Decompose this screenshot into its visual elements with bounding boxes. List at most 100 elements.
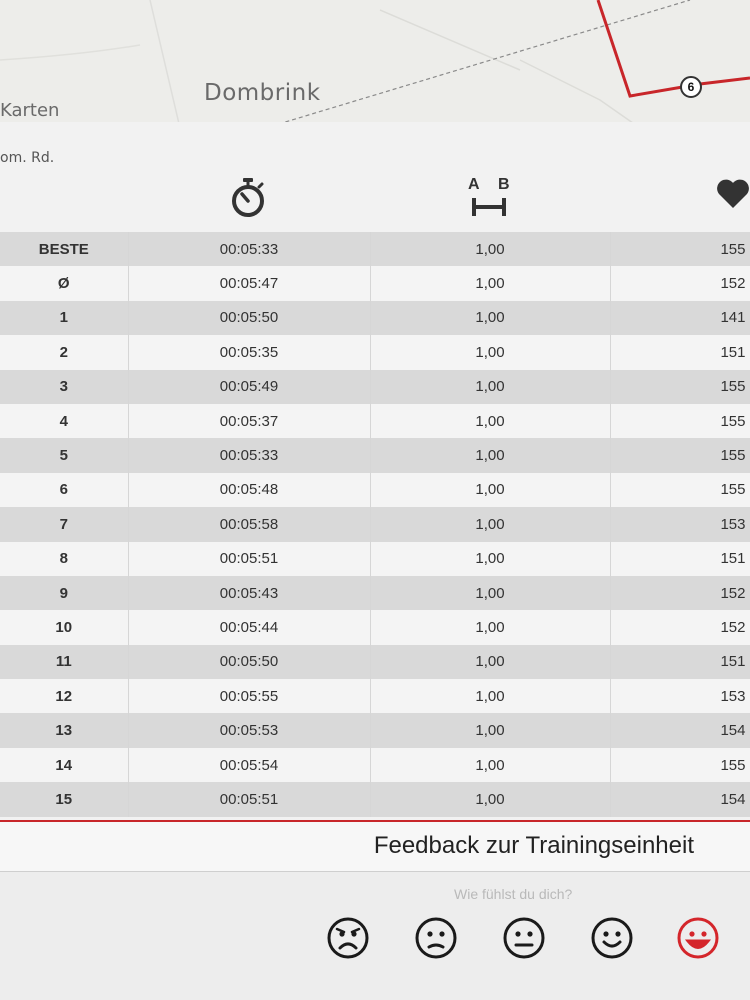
lap-distance: 1,00	[370, 369, 611, 404]
lap-distance: 1,00	[370, 679, 611, 714]
lap-distance: 1,00	[370, 782, 611, 817]
lap-time: 00:05:50	[128, 644, 371, 680]
mood-selector	[326, 916, 746, 966]
lap-distance: 1,00	[370, 541, 611, 576]
lap-heart-rate: 155	[610, 403, 750, 439]
table-row: 8 00:05:51 1,00 151	[0, 541, 750, 576]
lap-time: 00:05:53	[128, 713, 371, 748]
lap-time: 00:05:35	[128, 335, 371, 370]
route-marker[interactable]: 6	[680, 76, 702, 98]
lap-heart-rate: 155	[610, 369, 750, 404]
lap-distance: 1,00	[370, 644, 611, 680]
lap-time: 00:05:58	[128, 507, 371, 542]
feedback-area: Wie fühlst du dich?	[0, 872, 750, 1000]
table-row: 1 00:05:50 1,00 141	[0, 300, 750, 336]
lap-heart-rate: 151	[610, 644, 750, 680]
table-row: 11 00:05:50 1,00 151	[0, 644, 750, 680]
table-row: 7 00:05:58 1,00 153	[0, 507, 750, 542]
lap-heart-rate: 155	[610, 472, 750, 508]
lap-distance: 1,00	[370, 335, 611, 370]
table-row: 2 00:05:35 1,00 151	[0, 335, 750, 370]
map-label-karten: Karten	[0, 100, 60, 121]
feedback-header: Feedback zur Trainingseinheit	[0, 822, 750, 872]
lap-distance: 1,00	[370, 266, 611, 301]
lap-distance: 1,00	[370, 438, 611, 473]
happy-face-icon[interactable]	[590, 916, 634, 960]
lap-label: 14	[0, 747, 129, 783]
map-label-road: om. Rd.	[0, 150, 55, 166]
table-row: 13 00:05:53 1,00 154	[0, 713, 750, 748]
table-row: 4 00:05:37 1,00 155	[0, 403, 750, 439]
lap-label: 3	[0, 369, 129, 404]
lap-table: BESTE 00:05:33 1,00 155 Ø 00:05:47 1,00 152 1 00:…	[0, 232, 750, 817]
lap-heart-rate: 153	[610, 679, 750, 714]
lap-distance: 1,00	[370, 747, 611, 783]
lap-distance: 1,00	[370, 472, 611, 508]
lap-distance: 1,00	[370, 232, 611, 267]
lap-label: 15	[0, 782, 129, 817]
lap-time: 00:05:33	[128, 232, 371, 267]
very-happy-face-icon[interactable]	[676, 916, 720, 960]
lap-label: 2	[0, 335, 129, 370]
lap-label: 5	[0, 438, 129, 473]
lap-label: 10	[0, 610, 129, 645]
map-label-dombrink: Dombrink	[204, 80, 321, 106]
lap-label: Ø	[0, 266, 129, 301]
lap-heart-rate: 154	[610, 713, 750, 748]
feedback-title: Feedback zur Trainingseinheit	[373, 832, 694, 859]
lap-heart-rate: 153	[610, 507, 750, 542]
lap-heart-rate: 155	[610, 438, 750, 473]
lap-label: 12	[0, 679, 129, 714]
feedback-question: Wie fühlst du dich?	[454, 886, 573, 902]
lap-label: 9	[0, 575, 129, 611]
lap-heart-rate: 141	[610, 300, 750, 336]
lap-time: 00:05:49	[128, 369, 371, 404]
map-roads	[0, 0, 750, 128]
very-sad-face-icon[interactable]	[326, 916, 370, 960]
lap-time: 00:05:50	[128, 300, 371, 336]
lap-label: 7	[0, 507, 129, 542]
lap-label: 8	[0, 541, 129, 576]
lap-label: 1	[0, 300, 129, 336]
divider-red	[0, 820, 750, 822]
table-row: 10 00:05:44 1,00 152	[0, 610, 750, 645]
table-row: Ø 00:05:47 1,00 152	[0, 266, 750, 301]
distance-icon-letter-a: A	[468, 176, 480, 193]
lap-distance: 1,00	[370, 507, 611, 542]
lap-time: 00:05:44	[128, 610, 371, 645]
table-row: 12 00:05:55 1,00 153	[0, 679, 750, 714]
lap-heart-rate: 152	[610, 575, 750, 611]
sad-face-icon[interactable]	[414, 916, 458, 960]
lap-heart-rate: 155	[610, 232, 750, 267]
route-map[interactable]: Karten Dombrink 6	[0, 0, 750, 128]
lap-time: 00:05:37	[128, 403, 371, 439]
lap-time: 00:05:51	[128, 541, 371, 576]
lap-label: 6	[0, 472, 129, 508]
lap-time: 00:05:47	[128, 266, 371, 301]
lap-time: 00:05:55	[128, 679, 371, 714]
lap-time: 00:05:48	[128, 472, 371, 508]
lap-heart-rate: 154	[610, 782, 750, 817]
lap-label: 4	[0, 403, 129, 439]
table-row: 3 00:05:49 1,00 155	[0, 369, 750, 404]
lap-time: 00:05:43	[128, 575, 371, 611]
route-line	[596, 0, 750, 98]
lap-distance: 1,00	[370, 713, 611, 748]
lap-heart-rate: 151	[610, 541, 750, 576]
lap-distance: 1,00	[370, 403, 611, 439]
lap-label: 11	[0, 644, 129, 680]
lap-distance: 1,00	[370, 575, 611, 611]
table-row: 6 00:05:48 1,00 155	[0, 472, 750, 508]
lap-label: BESTE	[0, 232, 129, 267]
heart-icon	[717, 179, 749, 208]
table-row: 9 00:05:43 1,00 152	[0, 575, 750, 611]
lap-distance: 1,00	[370, 300, 611, 336]
lap-distance: 1,00	[370, 610, 611, 645]
table-row: 15 00:05:51 1,00 154	[0, 782, 750, 817]
lap-heart-rate: 151	[610, 335, 750, 370]
table-row: 5 00:05:33 1,00 155	[0, 438, 750, 473]
railway-line	[271, 0, 691, 127]
lap-heart-rate: 155	[610, 747, 750, 783]
lap-time: 00:05:54	[128, 747, 371, 783]
neutral-face-icon[interactable]	[502, 916, 546, 960]
